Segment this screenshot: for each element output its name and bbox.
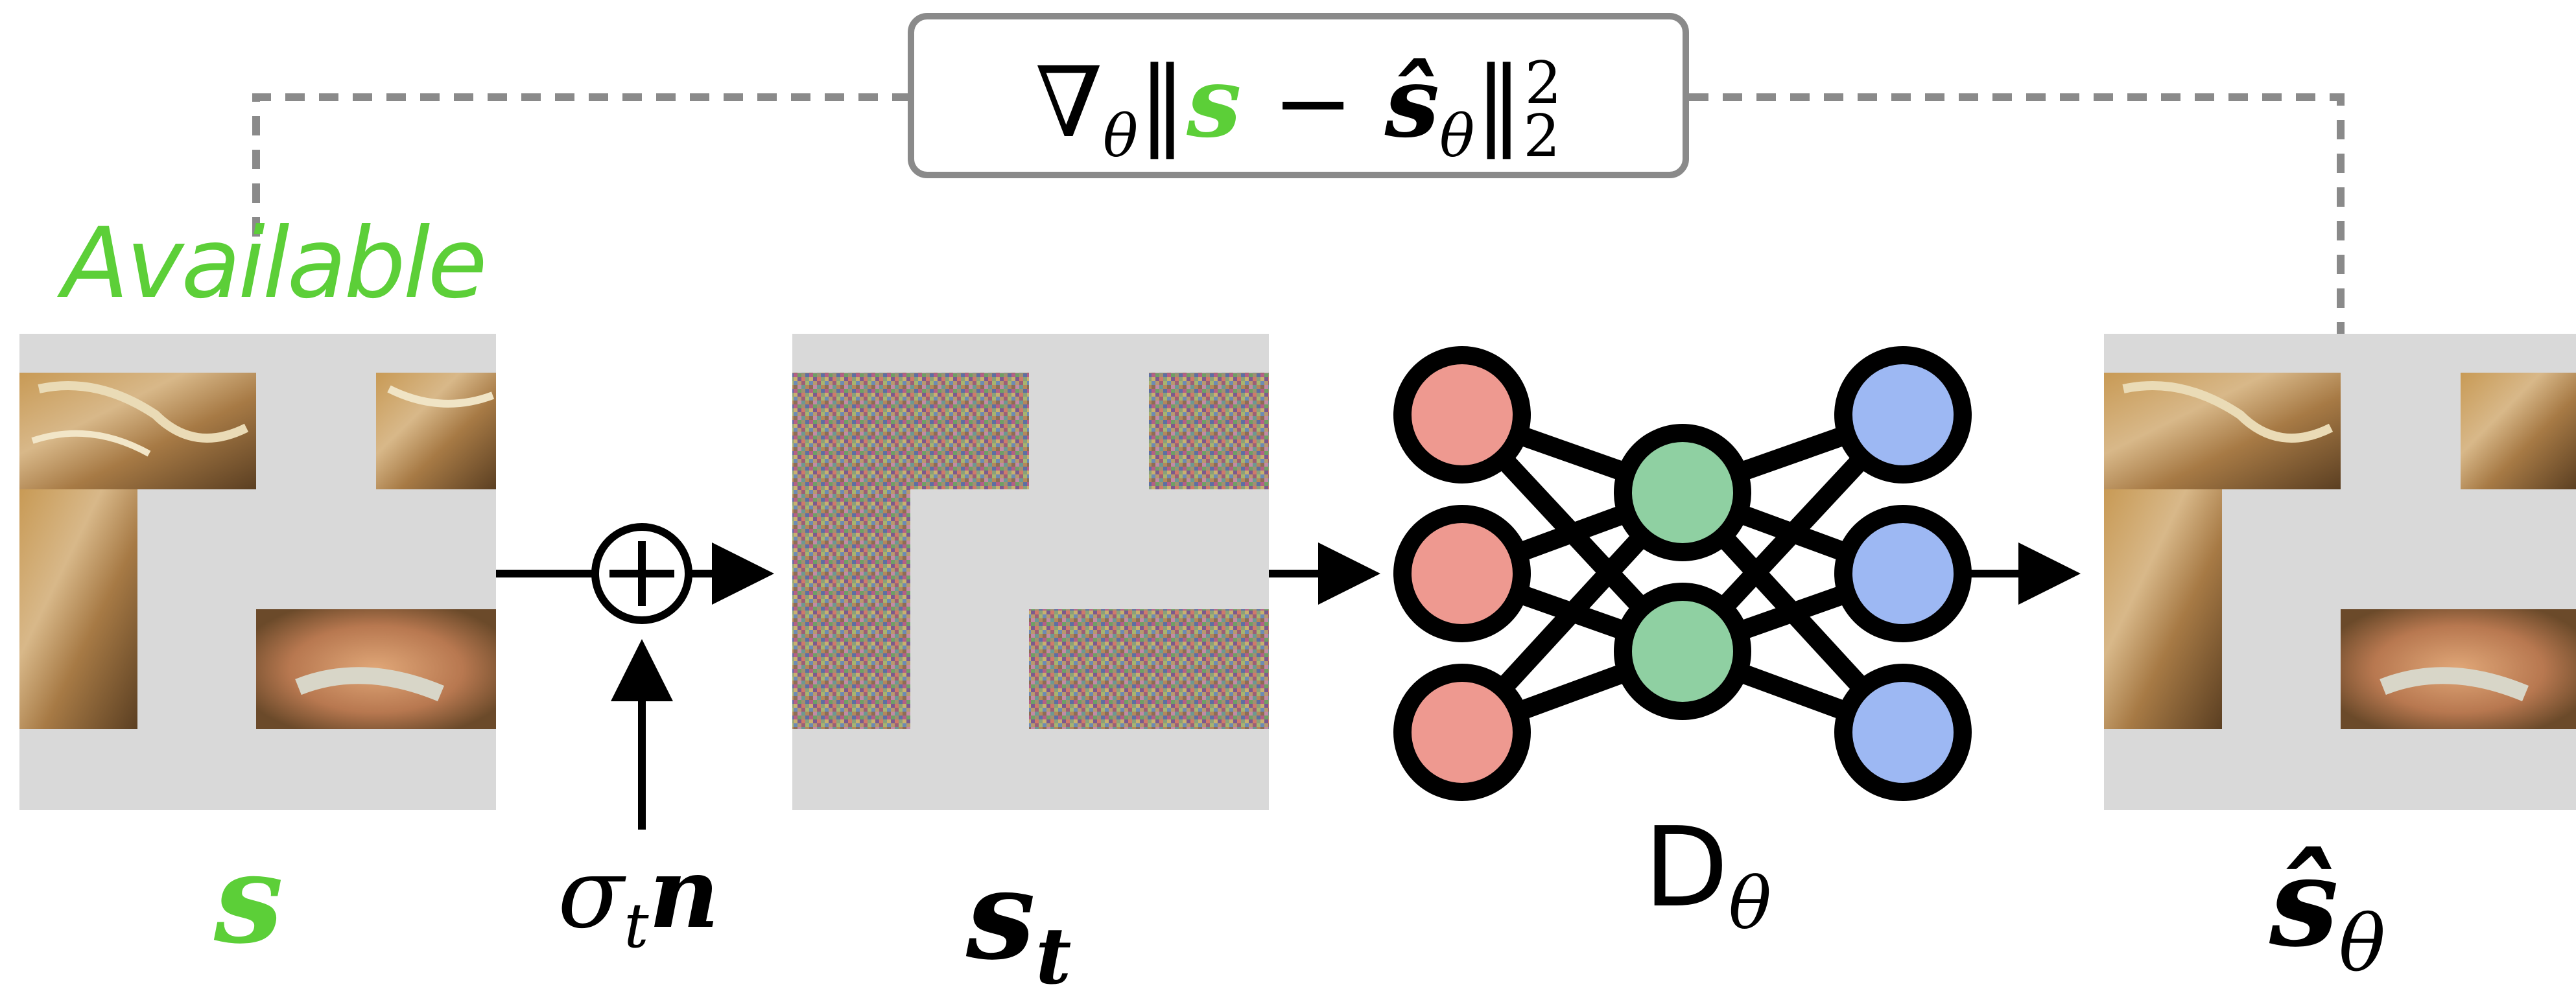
neural-network-icon (1393, 346, 1972, 801)
noisy-masked-image (792, 334, 1269, 810)
loss-formula: ∇θ‖s − ŝθ‖22 (1035, 45, 1562, 170)
output-masked-image (2104, 334, 2576, 810)
image-patch-left (19, 489, 137, 729)
noisy-label: st (966, 843, 1072, 1002)
circle-plus-icon (591, 523, 692, 624)
noise-label: σtn (558, 836, 720, 962)
hidden-node (1614, 424, 1751, 561)
image-patch-top-left (19, 373, 256, 489)
available-label: Available (62, 207, 488, 320)
denoiser-label: Dθ (1644, 804, 1772, 945)
input-node (1393, 664, 1531, 801)
input-masked-image (19, 334, 496, 810)
hidden-node (1614, 583, 1751, 720)
output-node (1834, 346, 1972, 484)
dashed-line-right (1689, 93, 2345, 337)
output-node (1834, 664, 1972, 801)
loss-formula-box: ∇θ‖s − ŝθ‖22 (908, 13, 1689, 178)
input-node (1393, 346, 1531, 484)
diagram-canvas (19, 93, 2576, 830)
input-label: s (214, 826, 283, 971)
output-node (1834, 505, 1972, 642)
input-node (1393, 505, 1531, 642)
dashed-line-left (252, 93, 908, 237)
training-diagram: ∇θ‖s − ŝθ‖22 Available s σtn st Dθ ŝθ (19, 13, 2576, 1002)
output-label: ŝθ (2269, 830, 2386, 989)
